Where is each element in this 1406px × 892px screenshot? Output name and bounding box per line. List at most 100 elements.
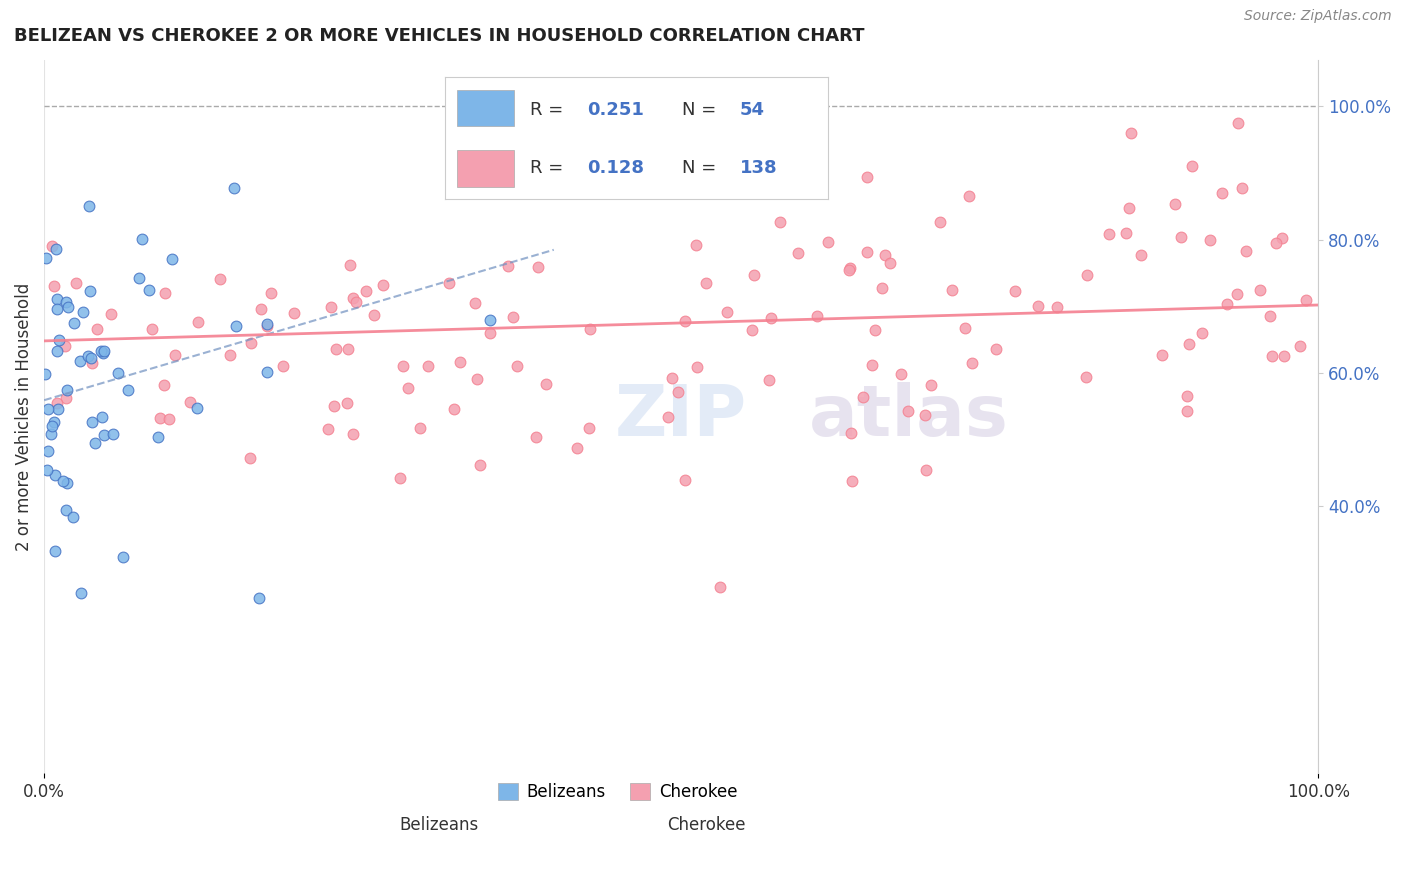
Point	[437, 276, 460, 290]
Point	[841, 474, 863, 488]
Point	[872, 281, 894, 295]
Point	[46, 401, 69, 416]
Point	[86, 322, 108, 336]
Point	[65, 276, 87, 290]
Point	[45, 292, 67, 306]
Point	[41, 418, 63, 433]
Point	[69, 354, 91, 368]
Point	[418, 359, 440, 374]
Point	[875, 248, 897, 262]
Point	[53, 339, 76, 353]
Point	[695, 276, 717, 290]
Point	[1152, 348, 1174, 362]
Text: Source: ZipAtlas.com: Source: ZipAtlas.com	[1244, 9, 1392, 23]
Point	[55, 503, 77, 517]
Point	[443, 402, 465, 417]
Point	[179, 395, 201, 409]
Point	[100, 307, 122, 321]
Point	[128, 271, 150, 285]
Point	[565, 441, 588, 455]
Point	[93, 343, 115, 358]
Point	[758, 373, 780, 387]
Point	[247, 591, 270, 605]
Point	[1232, 181, 1254, 195]
Point	[391, 359, 413, 374]
Point	[1234, 244, 1257, 259]
Point	[1004, 284, 1026, 298]
Point	[239, 451, 262, 466]
Point	[80, 415, 103, 429]
Point	[225, 319, 247, 334]
Point	[579, 321, 602, 335]
Point	[363, 309, 385, 323]
Point	[83, 435, 105, 450]
Point	[396, 380, 419, 394]
Point	[1098, 227, 1121, 241]
Point	[77, 199, 100, 213]
Point	[502, 310, 524, 324]
Point	[111, 549, 134, 564]
Point	[162, 252, 184, 266]
Text: Belizeans: Belizeans	[399, 816, 478, 834]
Point	[468, 458, 491, 473]
Point	[1199, 233, 1222, 247]
Point	[222, 180, 245, 194]
Point	[146, 430, 169, 444]
Point	[741, 323, 763, 337]
Point	[446, 99, 468, 113]
Point	[250, 301, 273, 316]
Point	[1295, 293, 1317, 308]
Point	[1191, 326, 1213, 341]
Point	[860, 358, 883, 372]
Point	[855, 169, 877, 184]
Point	[686, 360, 709, 375]
Point	[524, 430, 547, 444]
Point	[260, 285, 283, 300]
Point	[90, 344, 112, 359]
Point	[915, 463, 938, 477]
Point	[35, 251, 58, 265]
Point	[449, 355, 471, 369]
Point	[953, 320, 976, 334]
Point	[46, 396, 69, 410]
Point	[76, 350, 98, 364]
Text: Cherokee: Cherokee	[668, 816, 747, 834]
Point	[657, 410, 679, 425]
Point	[1118, 201, 1140, 215]
Point	[769, 214, 792, 228]
Point	[685, 238, 707, 252]
Point	[153, 378, 176, 392]
Point	[759, 311, 782, 326]
Point	[1178, 337, 1201, 351]
Point	[91, 410, 114, 425]
Point	[1226, 116, 1249, 130]
Point	[55, 294, 77, 309]
Point	[478, 326, 501, 340]
Legend: Belizeans, Cherokee: Belizeans, Cherokee	[491, 776, 744, 807]
Point	[336, 342, 359, 356]
Point	[342, 427, 364, 442]
Point	[929, 215, 952, 229]
Point	[1216, 297, 1239, 311]
Point	[465, 372, 488, 386]
Point	[1180, 159, 1202, 173]
Point	[149, 411, 172, 425]
Point	[187, 314, 209, 328]
Point	[271, 359, 294, 374]
Point	[153, 285, 176, 300]
Point	[157, 412, 180, 426]
Point	[742, 268, 765, 283]
Point	[163, 348, 186, 362]
Point	[37, 401, 59, 416]
Point	[339, 259, 361, 273]
Point	[44, 543, 66, 558]
Point	[63, 316, 86, 330]
Point	[505, 359, 527, 374]
Point	[786, 246, 808, 260]
Point	[218, 348, 240, 362]
Point	[336, 395, 359, 409]
Point	[838, 263, 860, 277]
Point	[817, 235, 839, 250]
Point	[42, 415, 65, 429]
Y-axis label: 2 or more Vehicles in Household: 2 or more Vehicles in Household	[15, 282, 32, 550]
